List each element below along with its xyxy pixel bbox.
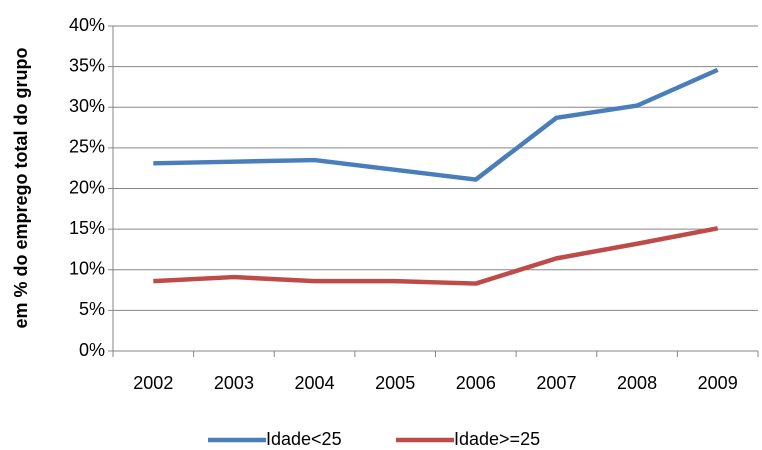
- y-tick-label: 40%: [69, 15, 105, 35]
- line-series: [153, 226, 719, 286]
- y-tick-label: 30%: [69, 96, 105, 116]
- x-tick-label: 2008: [617, 373, 657, 393]
- x-tick-label: 2005: [375, 373, 415, 393]
- x-tick-label: 2006: [456, 373, 496, 393]
- x-tick-label: 2002: [133, 373, 173, 393]
- y-axis-label: em % do emprego total do grupo: [11, 47, 31, 328]
- y-tick-label: 5%: [79, 299, 105, 319]
- y-tick-label: 25%: [69, 137, 105, 157]
- legend-label: Idade<25: [266, 429, 342, 449]
- y-tick-label: 35%: [69, 55, 105, 75]
- x-tick-label: 2009: [698, 373, 738, 393]
- y-tick-label: 10%: [69, 259, 105, 279]
- x-tick-label: 2004: [295, 373, 335, 393]
- y-tick-label: 0%: [79, 340, 105, 360]
- y-tick-label: 15%: [69, 218, 105, 238]
- y-tick-label: 20%: [69, 177, 105, 197]
- line-series: [153, 67, 719, 182]
- x-tick-label: 2007: [536, 373, 576, 393]
- legend-label: Idade>=25: [454, 429, 540, 449]
- x-tick-label: 2003: [214, 373, 254, 393]
